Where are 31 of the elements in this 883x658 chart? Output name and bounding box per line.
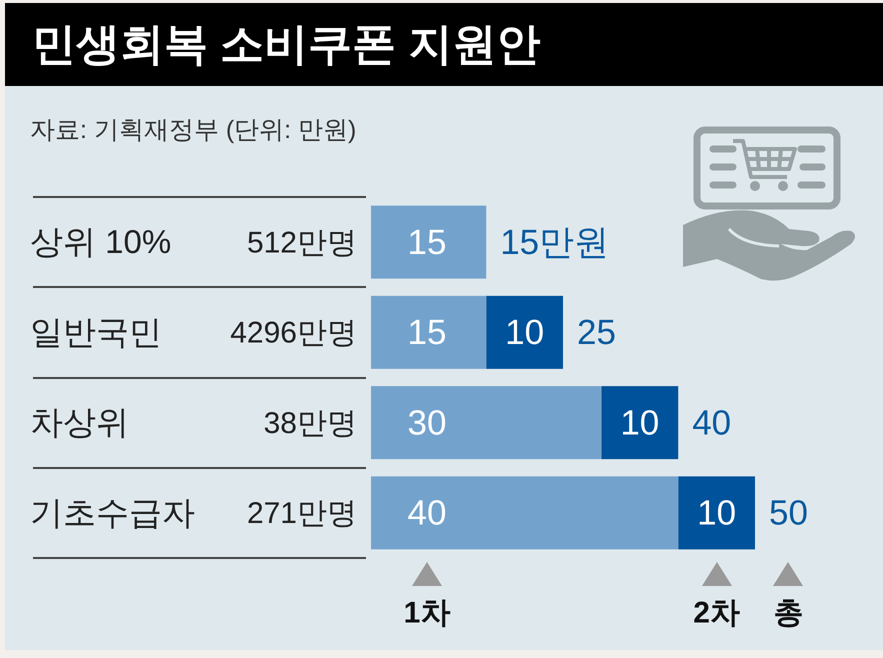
data-label: 30: [408, 403, 446, 442]
data-label: 15: [408, 313, 446, 352]
bar: [678, 476, 755, 550]
total-label: 15만원: [500, 222, 610, 262]
data-label: 15: [408, 222, 446, 262]
y2-tick-label: 271만명: [246, 497, 357, 530]
total-label: 25: [577, 313, 616, 352]
text: 총: [773, 596, 804, 630]
bar: [371, 386, 602, 460]
y-tick-label: 차상위: [30, 404, 129, 441]
bar: [371, 296, 486, 369]
text: 자료: 기획재정부 (단위: 만원): [30, 115, 356, 146]
series-label: 1차: [404, 596, 450, 630]
total-label: 40: [692, 403, 732, 442]
data-label: 10: [697, 494, 736, 533]
series-label: 2차: [693, 596, 740, 630]
y-tick-label: 일반국민: [30, 313, 162, 350]
bar: [601, 386, 678, 460]
y-tick-label: 기초수급자: [30, 494, 195, 531]
data-label: 40: [408, 494, 446, 533]
data-label: 10: [505, 313, 544, 352]
y2-tick-label: 512만명: [246, 226, 357, 260]
bar: [371, 476, 678, 550]
y2-tick-label: 4296만명: [230, 316, 357, 350]
bar: [371, 206, 486, 279]
data-label: 10: [620, 403, 660, 442]
bar: [486, 296, 563, 369]
chart-title: 민생회복 소비쿠폰 지원안: [32, 19, 540, 71]
y2-tick-label: 38만명: [264, 406, 357, 440]
y-tick-label: 상위 10%: [30, 223, 172, 260]
total-label: 50: [769, 494, 808, 533]
